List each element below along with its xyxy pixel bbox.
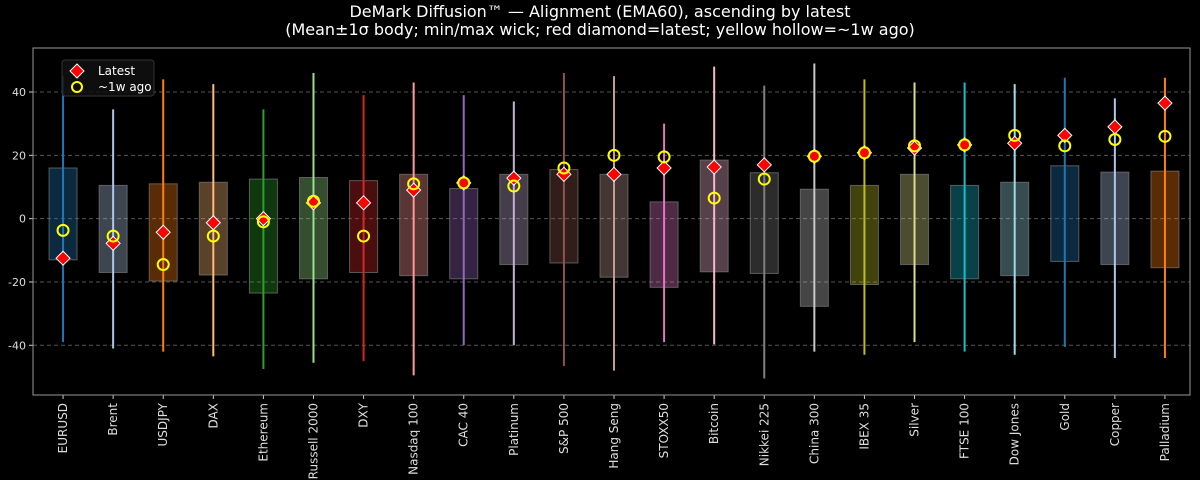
week-ago-marker xyxy=(507,179,521,193)
x-tick-label: Nasdaq 100 xyxy=(407,403,421,475)
category-group xyxy=(950,82,980,352)
week-ago-marker xyxy=(206,229,220,243)
chart-subtitle: (Mean±1σ body; min/max wick; red diamond… xyxy=(285,20,915,39)
x-tick-label: Hang Seng xyxy=(607,403,621,469)
x-tick-label: China 300 xyxy=(807,403,821,464)
category-group xyxy=(148,79,178,352)
legend-latest-label: Latest xyxy=(98,64,135,78)
latest-marker xyxy=(155,224,171,240)
week-ago-marker xyxy=(807,149,821,163)
category-group xyxy=(900,82,930,343)
x-tick-label: Brent xyxy=(106,403,120,436)
latest-marker xyxy=(656,160,672,176)
x-tick-label: IBEX 35 xyxy=(857,403,871,450)
y-tick-label: 0 xyxy=(19,213,26,226)
week-ago-marker xyxy=(407,177,421,191)
legend-week-ago-icon xyxy=(71,81,83,93)
x-tick-label: USDJPY xyxy=(156,402,170,446)
category-group xyxy=(1100,98,1130,358)
x-tick-label: Silver xyxy=(908,403,922,437)
legend: Latest ~1w ago xyxy=(61,59,155,97)
week-ago-marker xyxy=(1008,128,1022,142)
category-group xyxy=(248,109,278,370)
week-ago-marker xyxy=(857,146,871,160)
category-group xyxy=(298,73,328,363)
week-ago-marker xyxy=(958,138,972,152)
legend-week-ago-label: ~1w ago xyxy=(98,80,152,94)
category-group xyxy=(349,95,379,362)
category-group xyxy=(198,84,228,357)
latest-marker xyxy=(756,157,772,173)
week-ago-marker xyxy=(908,139,922,153)
category-group xyxy=(1000,84,1030,355)
category-group xyxy=(48,76,78,343)
legend-box xyxy=(61,59,155,97)
x-tick-label: Copper xyxy=(1108,403,1122,446)
category-group xyxy=(499,101,529,346)
plot-frame xyxy=(32,47,1191,396)
x-tick-label: Dow Jones xyxy=(1008,403,1022,465)
y-tick-label: -20 xyxy=(8,276,26,289)
x-tick-label: Nikkei 225 xyxy=(757,403,771,466)
category-group xyxy=(599,76,629,371)
category-group xyxy=(649,123,679,343)
chart-title: DeMark Diffusion™ — Alignment (EMA60), a… xyxy=(349,2,851,21)
y-tick-label: -40 xyxy=(8,339,26,352)
week-ago-marker xyxy=(1058,139,1072,153)
week-ago-marker xyxy=(557,161,571,175)
x-tick-label: STOXX50 xyxy=(657,403,671,458)
x-tick-label: DAX xyxy=(206,403,220,428)
x-tick-label: Gold xyxy=(1058,403,1072,431)
category-group xyxy=(799,63,829,352)
x-tick-label: Platinum xyxy=(507,403,521,456)
week-ago-marker xyxy=(757,172,771,186)
y-tick-label: 40 xyxy=(12,86,26,99)
x-tick-label: FTSE 100 xyxy=(958,403,972,459)
category-group xyxy=(1150,77,1180,358)
category-group xyxy=(549,73,579,366)
category-group xyxy=(749,85,779,379)
latest-marker xyxy=(606,166,622,183)
week-ago-marker xyxy=(457,176,471,190)
latest-marker xyxy=(1107,119,1123,135)
x-tick-label: Palladium xyxy=(1158,403,1172,461)
week-ago-marker xyxy=(707,191,721,205)
category-group xyxy=(849,79,879,355)
category-group xyxy=(98,109,128,349)
latest-marker xyxy=(355,195,372,211)
latest-marker xyxy=(1057,127,1073,144)
week-ago-marker xyxy=(357,229,371,243)
week-ago-marker xyxy=(256,215,270,229)
x-tick-label: Ethereum xyxy=(256,403,270,462)
x-tick-label: DXY xyxy=(357,402,371,427)
week-ago-marker xyxy=(156,258,170,272)
category-group xyxy=(399,82,429,376)
week-ago-marker xyxy=(106,229,120,243)
category-group xyxy=(1050,77,1080,347)
x-tick-label: CAC 40 xyxy=(457,403,471,447)
legend-latest-icon xyxy=(69,63,85,79)
week-ago-marker xyxy=(1108,132,1122,146)
latest-marker xyxy=(255,210,272,227)
week-ago-marker xyxy=(657,150,671,164)
latest-marker xyxy=(55,250,71,266)
x-tick-label: S&P 500 xyxy=(557,403,571,454)
category-group xyxy=(699,66,729,345)
category-group xyxy=(449,95,479,346)
x-tick-label: Bitcoin xyxy=(707,403,721,444)
x-tick-label: EURUSD xyxy=(56,403,70,453)
week-ago-marker xyxy=(607,148,621,162)
week-ago-marker xyxy=(56,223,70,237)
x-tick-label: Russell 2000 xyxy=(306,403,320,479)
y-tick-label: 20 xyxy=(12,149,26,162)
week-ago-marker xyxy=(306,194,320,208)
week-ago-marker xyxy=(1158,129,1172,143)
latest-marker xyxy=(706,159,722,175)
latest-marker xyxy=(1157,95,1173,111)
